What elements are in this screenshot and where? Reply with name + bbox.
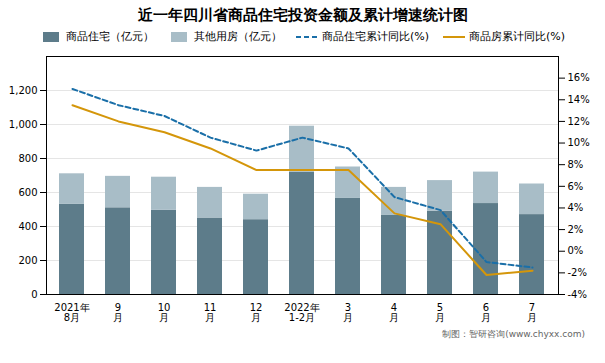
svg-text:14%: 14% — [568, 94, 590, 105]
svg-text:2022年1-2月: 2022年1-2月 — [284, 302, 319, 323]
svg-text:7月: 7月 — [527, 302, 537, 323]
svg-text:600: 600 — [18, 187, 37, 198]
svg-text:2%: 2% — [568, 224, 584, 235]
svg-text:3月: 3月 — [343, 302, 353, 323]
svg-text:10月: 10月 — [158, 302, 171, 323]
html-text:商品房累计同比(%): 商品房累计同比(%) — [469, 30, 565, 43]
html-text:其他用房（亿元）: 其他用房（亿元） — [194, 30, 282, 43]
svg-text:400: 400 — [18, 221, 37, 232]
svg-text:0%: 0% — [568, 245, 584, 256]
svg-text:8%: 8% — [568, 159, 584, 170]
svg-text:2021年8月: 2021年8月 — [54, 302, 89, 323]
svg-text:5月: 5月 — [435, 302, 445, 323]
svg-text:-4%: -4% — [568, 289, 587, 300]
svg-text:4%: 4% — [568, 202, 584, 213]
svg-text:10%: 10% — [568, 137, 590, 148]
svg-text:-2%: -2% — [568, 267, 587, 278]
html-text:制图：智研咨询(www.chyxx.com): 制图：智研咨询(www.chyxx.com) — [442, 329, 585, 339]
svg-text:6月: 6月 — [481, 302, 491, 323]
svg-text:6%: 6% — [568, 181, 584, 192]
svg-text:4月: 4月 — [389, 302, 399, 323]
svg-text:1,000: 1,000 — [9, 119, 38, 130]
html-text:近一年四川省商品住宅投资金额及累计增速统计图: 近一年四川省商品住宅投资金额及累计增速统计图 — [137, 6, 468, 24]
svg-text:1,200: 1,200 — [9, 85, 38, 96]
svg-text:800: 800 — [18, 153, 37, 164]
html-text:商品住宅（亿元）: 商品住宅（亿元） — [66, 30, 154, 43]
svg-text:12月: 12月 — [250, 302, 263, 323]
html-text:商品住宅累计同比(%): 商品住宅累计同比(%) — [322, 30, 429, 43]
svg-text:16%: 16% — [568, 72, 590, 83]
svg-text:200: 200 — [18, 255, 37, 266]
svg-text:11月: 11月 — [204, 302, 217, 323]
svg-text:9月: 9月 — [113, 302, 123, 323]
svg-text:12%: 12% — [568, 116, 590, 127]
svg-text:0: 0 — [31, 289, 37, 300]
